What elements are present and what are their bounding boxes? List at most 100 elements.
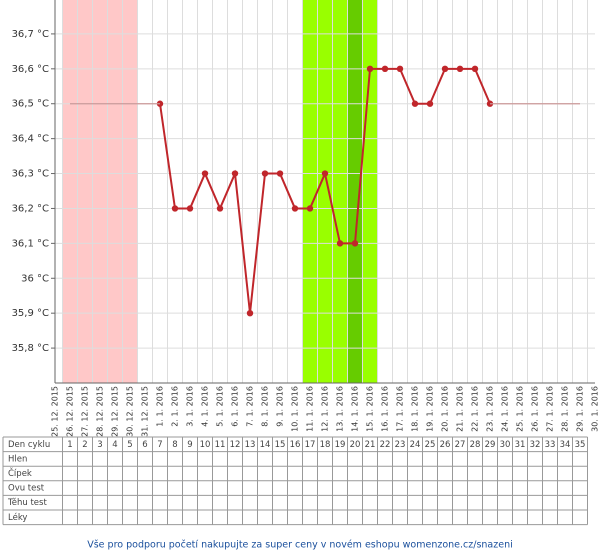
cycle-day: 19 [335, 440, 346, 450]
x-tick-label: 18. 1. 2016 [411, 386, 420, 432]
cycle-day: 16 [290, 440, 301, 450]
y-tick-label: 36,3 °C [12, 169, 49, 180]
day-band [302, 0, 318, 383]
x-tick-label: 22. 1. 2016 [471, 386, 480, 432]
x-tick-label: 11. 1. 2016 [306, 386, 315, 432]
cycle-day: 18 [320, 440, 331, 450]
temperature-point [201, 170, 209, 177]
temperature-point [441, 65, 449, 73]
x-tick-label: 15. 1. 2016 [366, 386, 375, 432]
cycle-day: 34 [560, 440, 571, 450]
x-tick-label: 24. 1. 2016 [501, 386, 510, 432]
x-tick-label: 25. 1. 2016 [516, 386, 525, 432]
row-label: Hlen [8, 454, 27, 464]
x-tick-label: 2. 1. 2016 [171, 386, 180, 427]
x-tick-label: 21. 1. 2016 [456, 386, 465, 432]
cycle-day: 27 [455, 440, 466, 450]
cycle-day: 5 [127, 440, 132, 450]
cycle-day: 6 [142, 440, 147, 450]
day-band [107, 0, 123, 383]
x-tick-label: 9. 1. 2016 [276, 386, 285, 427]
cycle-day: 1 [67, 440, 72, 450]
y-tick-label: 35,8 °C [12, 343, 49, 354]
x-tick-label: 31. 12. 2015 [141, 386, 150, 437]
x-tick-label: 20. 1. 2016 [441, 386, 450, 432]
cycle-day: 11 [215, 440, 226, 450]
temperature-point [246, 309, 254, 317]
temperature-point [366, 65, 374, 73]
x-tick-label: 17. 1. 2016 [396, 386, 405, 432]
x-tick-label: 4. 1. 2016 [201, 386, 210, 427]
x-tick-label: 27. 12. 2015 [81, 386, 90, 437]
x-tick-label: 25. 12. 2015 [51, 386, 60, 437]
temperature-point [411, 100, 419, 107]
y-tick-label: 36,2 °C [12, 203, 49, 214]
cycle-day: 23 [395, 440, 406, 450]
x-tick-label: 13. 1. 2016 [336, 386, 345, 432]
row-label: Léky [8, 512, 27, 523]
x-tick-label: 30. 12. 2015 [126, 386, 135, 437]
x-tick-label: 7. 1. 2016 [246, 386, 255, 427]
x-tick-label: 10. 1. 2016 [291, 386, 300, 432]
x-tick-label: 1. 1. 2016 [156, 386, 165, 427]
cycle-day: 15 [275, 440, 286, 450]
footer-link[interactable]: Vše pro podporu početí nakupujte za supe… [87, 540, 513, 551]
cycle-day: 31 [515, 440, 526, 450]
cycle-day: 12 [230, 440, 241, 450]
cycle-day: 13 [245, 440, 256, 450]
x-tick-label: 6. 1. 2016 [231, 386, 240, 427]
x-tick-label: 12. 1. 2016 [321, 386, 330, 432]
x-tick-label: 30. 1. 2016 [591, 386, 600, 432]
cycle-day: 14 [260, 440, 271, 450]
cycle-day: 30 [500, 440, 511, 450]
cycle-day: 9 [187, 440, 192, 450]
day-band [77, 0, 93, 383]
cycle-day: 10 [200, 440, 211, 450]
day-band [332, 0, 348, 383]
temperature-point [396, 65, 404, 73]
temperature-point [291, 205, 299, 212]
y-tick-label: 36,5 °C [12, 99, 49, 110]
day-band [92, 0, 108, 383]
cycle-day: 20 [350, 440, 361, 450]
day-band [362, 0, 378, 383]
temperature-point [426, 100, 434, 107]
ovulation-band [347, 0, 363, 383]
temperature-point [381, 65, 389, 73]
x-tick-label: 16. 1. 2016 [381, 386, 390, 432]
cycle-day: 24 [410, 440, 421, 450]
y-tick-label: 36,7 °C [12, 29, 49, 40]
x-tick-label: 29. 1. 2016 [576, 386, 585, 432]
cycle-day: 26 [440, 440, 451, 450]
y-tick-label: 36,6 °C [12, 64, 49, 75]
row-label: Čípek [8, 467, 32, 479]
cycle-day: 2 [82, 440, 87, 450]
x-tick-label: 19. 1. 2016 [426, 386, 435, 432]
cycle-day: 32 [530, 440, 541, 450]
temperature-point [306, 205, 314, 212]
row-label: Den cyklu [8, 440, 50, 450]
cycle-day: 17 [305, 440, 316, 450]
x-tick-label: 5. 1. 2016 [216, 386, 225, 427]
x-tick-label: 28. 12. 2015 [96, 386, 105, 437]
day-band [122, 0, 138, 383]
cycle-day: 25 [425, 440, 436, 450]
temperature-point [231, 170, 239, 177]
row-label: Těhu test [7, 498, 47, 508]
y-tick-label: 36,1 °C [12, 238, 49, 249]
cycle-day: 22 [380, 440, 391, 450]
temperature-point [456, 65, 464, 73]
temperature-point [471, 65, 479, 73]
temperature-point [171, 205, 179, 212]
row-label: Ovu test [8, 484, 45, 494]
x-tick-label: 23. 1. 2016 [486, 386, 495, 432]
temperature-point [336, 240, 344, 247]
x-tick-label: 14. 1. 2016 [351, 386, 360, 432]
x-tick-label: 27. 1. 2016 [546, 386, 555, 432]
x-tick-label: 29. 12. 2015 [111, 386, 120, 437]
temperature-point [216, 205, 224, 212]
temperature-point [186, 205, 194, 212]
cycle-day: 3 [97, 440, 102, 450]
cycle-day: 7 [157, 440, 162, 450]
